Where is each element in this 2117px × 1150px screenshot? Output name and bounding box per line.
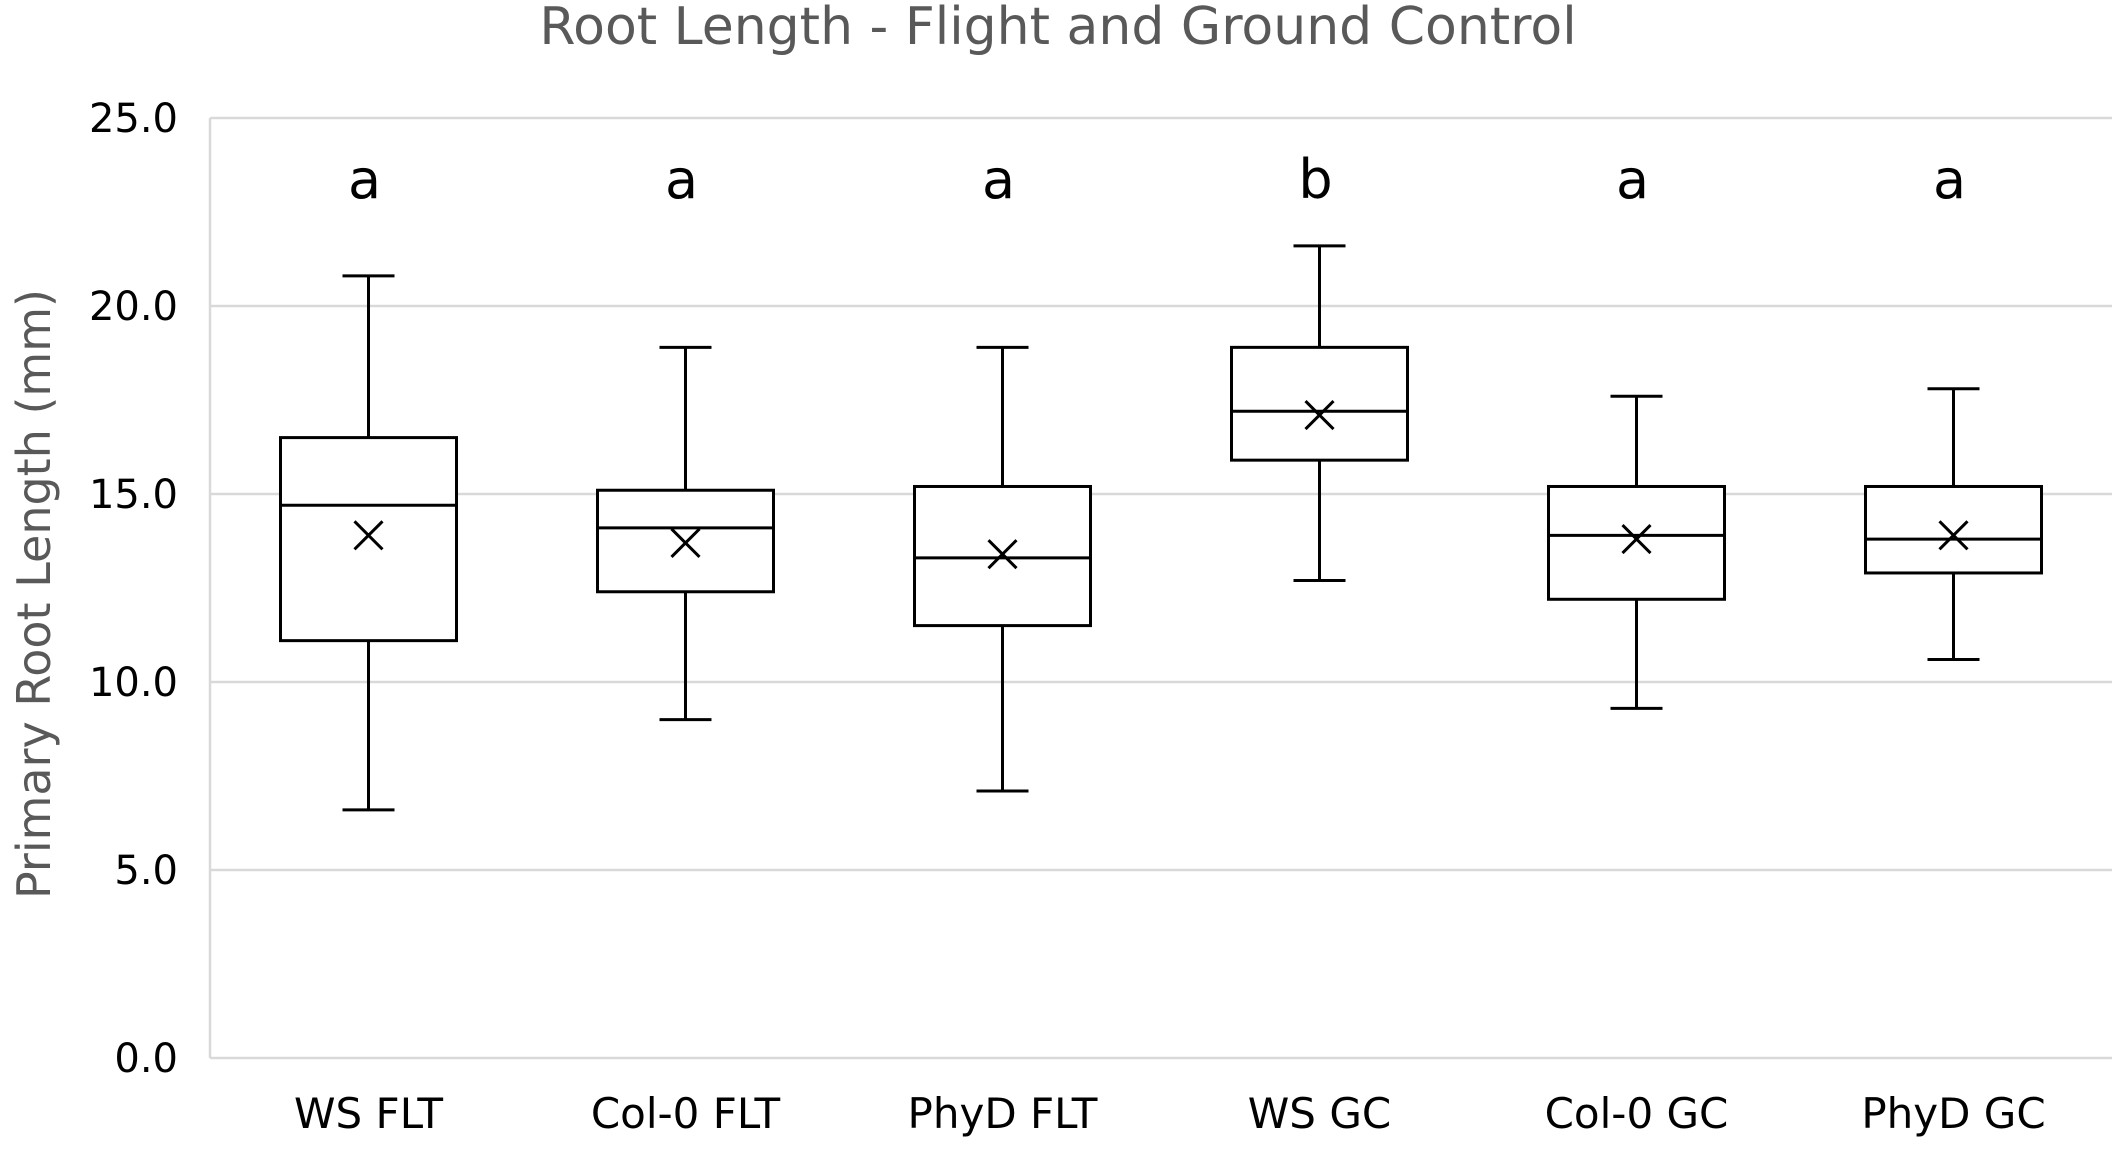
- box-group: [1230, 244, 1409, 582]
- x-tick-label: PhyD FLT: [908, 1089, 1098, 1138]
- y-tick-label: 0.0: [114, 1036, 178, 1082]
- mean-marker: [353, 520, 384, 551]
- box: [1230, 345, 1409, 462]
- significance-label: a: [665, 148, 698, 211]
- y-tick-label: 20.0: [89, 284, 178, 330]
- significance-label: b: [1298, 148, 1332, 211]
- mean-marker: [670, 527, 701, 558]
- significance-label: a: [982, 148, 1015, 211]
- y-axis-label: Primary Root Length (mm): [7, 289, 61, 899]
- y-tick-label: 5.0: [114, 848, 178, 894]
- y-axis-ticks: 0.0 5.0 10.0 15.0 20.0 25.0: [89, 96, 178, 1082]
- x-tick-label: WS GC: [1248, 1089, 1391, 1138]
- mean-marker: [1938, 520, 1969, 551]
- x-tick-label: WS FLT: [294, 1089, 443, 1138]
- box-group: [1864, 387, 2043, 661]
- chart-title: Root Length - Flight and Ground Control: [539, 0, 1576, 57]
- y-tick-label: 25.0: [89, 96, 178, 142]
- mean-marker: [987, 539, 1018, 570]
- x-tick-label: Col-0 FLT: [591, 1089, 781, 1138]
- box: [1547, 484, 1726, 601]
- x-tick-label: PhyD GC: [1861, 1089, 2045, 1138]
- x-axis-ticks: WS FLT Col-0 FLT PhyD FLT WS GC Col-0 GC PhyD…: [294, 1089, 2046, 1138]
- significance-label: a: [1616, 148, 1649, 211]
- box: [1864, 484, 2043, 575]
- gridlines: [208, 116, 2112, 1060]
- mean-marker: [1621, 524, 1652, 555]
- mean-marker: [1304, 399, 1335, 431]
- significance-label: a: [348, 148, 381, 211]
- box-group: [913, 345, 1092, 793]
- box-group: [279, 274, 458, 812]
- box: [279, 436, 458, 643]
- box-group: [1547, 394, 1726, 710]
- x-tick-label: Col-0 GC: [1545, 1089, 1729, 1138]
- box-group: [596, 345, 775, 722]
- y-tick-label: 15.0: [89, 472, 178, 518]
- y-tick-label: 10.0: [89, 660, 178, 706]
- box-series: [279, 244, 2043, 812]
- significance-label: a: [1933, 148, 1966, 211]
